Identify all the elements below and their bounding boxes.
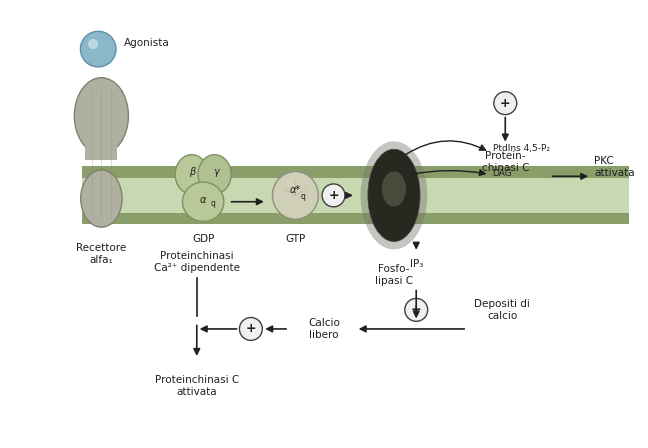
Text: γ: γ [213, 167, 219, 177]
Text: α: α [200, 195, 206, 206]
Text: +: + [411, 303, 422, 316]
Ellipse shape [272, 172, 318, 219]
Ellipse shape [360, 141, 427, 250]
Circle shape [80, 31, 116, 67]
FancyBboxPatch shape [82, 212, 629, 224]
Text: +: + [246, 323, 256, 336]
Text: α*: α* [290, 185, 301, 195]
Text: Calcio
libero: Calcio libero [308, 318, 340, 340]
Text: Fosfo-
lipasi C: Fosfo- lipasi C [375, 264, 413, 286]
Ellipse shape [382, 172, 406, 207]
FancyBboxPatch shape [82, 166, 629, 177]
Circle shape [322, 184, 345, 207]
Ellipse shape [75, 78, 128, 154]
Text: +: + [329, 189, 339, 202]
Ellipse shape [368, 149, 420, 241]
Text: Recettore
alfa₁: Recettore alfa₁ [76, 243, 126, 265]
Text: Proteinchinasi C
attivata: Proteinchinasi C attivata [155, 375, 239, 397]
Text: DAG: DAG [492, 168, 513, 177]
Text: PtdIns 4,5-P₂: PtdIns 4,5-P₂ [492, 144, 550, 154]
Text: Depositi di
calcio: Depositi di calcio [474, 299, 530, 321]
Text: β: β [189, 167, 195, 177]
Circle shape [239, 318, 262, 340]
Ellipse shape [198, 155, 231, 194]
Text: q: q [301, 192, 305, 201]
Circle shape [88, 39, 98, 49]
Text: q: q [210, 199, 215, 208]
Text: Protein-
chinasi C: Protein- chinasi C [481, 151, 529, 173]
Ellipse shape [81, 170, 122, 227]
Text: Agonista: Agonista [124, 38, 169, 48]
Ellipse shape [183, 182, 224, 221]
Text: GTP: GTP [285, 233, 305, 244]
Circle shape [494, 92, 516, 115]
FancyBboxPatch shape [86, 132, 117, 160]
Text: GDP: GDP [192, 233, 214, 244]
Text: Proteinchinasi
Ca²⁺ dipendente: Proteinchinasi Ca²⁺ dipendente [154, 251, 240, 273]
Text: +: + [500, 97, 511, 110]
Text: PKC
attivata: PKC attivata [594, 155, 635, 178]
Text: IP₃: IP₃ [410, 259, 423, 269]
Circle shape [405, 298, 428, 321]
FancyBboxPatch shape [82, 177, 629, 212]
Ellipse shape [175, 155, 208, 194]
